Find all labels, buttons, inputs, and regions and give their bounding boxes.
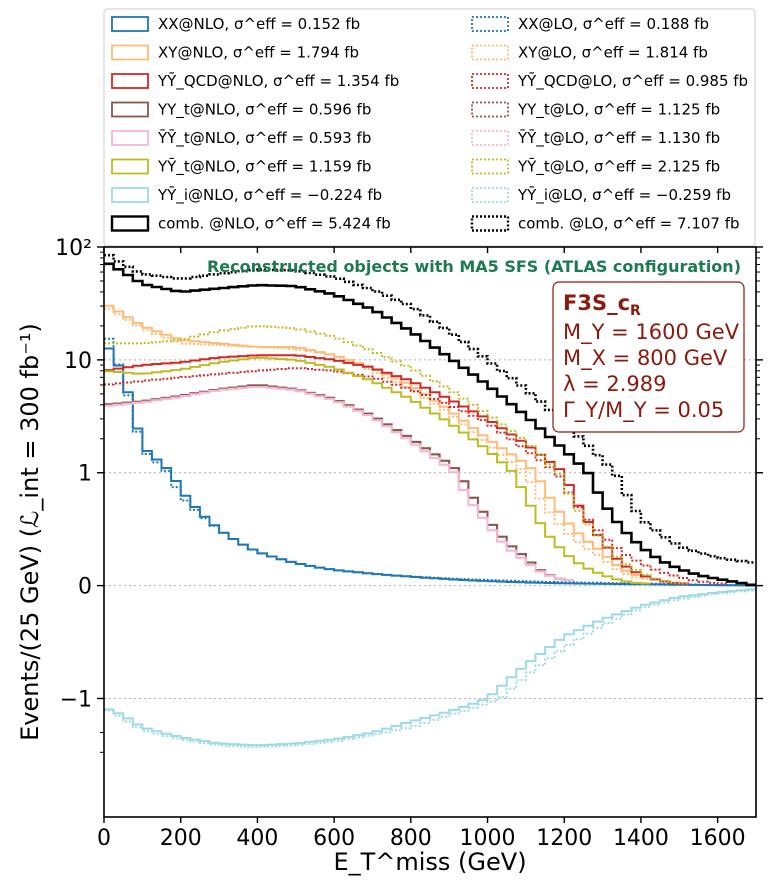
legend-label: YȲ_i@NLO, σ^eff = −0.224 fb [157, 186, 382, 205]
gridlines [104, 359, 756, 699]
y-tick-label: 0 [78, 575, 92, 600]
legend-swatch [471, 44, 509, 61]
legend-swatch [471, 101, 509, 118]
legend-swatch [111, 16, 149, 32]
legend: XX@NLO, σ^eff = 0.152 fb XX@LO, σ^eff = 0… [110, 15, 748, 233]
x-tick-label: 600 [313, 826, 355, 851]
legend-label: YY_t@NLO, σ^eff = 0.596 fb [157, 101, 371, 120]
legend-swatch [111, 44, 149, 61]
series-line [104, 262, 756, 587]
x-tick-label: 400 [236, 826, 278, 851]
series-line [104, 253, 756, 564]
legend-swatch [471, 187, 509, 203]
legend-label: YY_t@LO, σ^eff = 1.125 fb [517, 101, 720, 120]
y-axis-title: Events/(25 GeV) (ℒ_int = 300 fb⁻¹) [16, 323, 44, 741]
x-axis-title: E_T^miss (GeV) [333, 848, 526, 876]
y-tick-label: 10² [55, 236, 92, 261]
legend-swatch [111, 187, 149, 203]
legend-label: YȲ_QCD@NLO, σ^eff = 1.354 fb [157, 72, 399, 91]
legend-box [103, 8, 756, 247]
annotation-title-main: F3S_c [563, 291, 630, 315]
legend-label: XY@NLO, σ^eff = 1.794 fb [158, 44, 359, 62]
legend-swatch [471, 158, 509, 175]
annotation-line-width: Γ_Y/M_Y = 0.05 [563, 398, 724, 423]
x-tick-label: 1600 [690, 826, 746, 851]
legend-swatch [110, 215, 150, 232]
legend-swatch [471, 16, 509, 32]
annotation-line-my: M_Y = 1600 GeV [563, 320, 740, 345]
series-line [104, 589, 756, 748]
series-line [104, 386, 574, 581]
x-tick-label: 1400 [613, 826, 669, 851]
legend-label: YȲ_QCD@LO, σ^eff = 0.985 fb [517, 72, 748, 91]
y-tick-label: −1 [60, 687, 92, 712]
legend-label: YȲ_i@LO, σ^eff = −0.259 fb [517, 186, 731, 205]
x-tick-label: 800 [390, 826, 432, 851]
series-line [104, 325, 689, 585]
legend-swatch [471, 73, 509, 89]
legend-swatch [471, 130, 509, 146]
series-line [104, 356, 651, 585]
axis-ticks: 0 200 400 600 800 1000 1200 1400 1600 −1 0 1 10 10² [55, 236, 763, 851]
legend-label: ȲȲ_t@NLO, σ^eff = 0.593 fb [157, 129, 371, 148]
legend-label: YȲ_t@LO, σ^eff = 2.125 fb [517, 158, 720, 177]
series [104, 253, 756, 748]
series-line [104, 337, 756, 587]
legend-swatch [470, 215, 510, 232]
y-tick-label: 10 [64, 349, 92, 374]
legend-label: XX@LO, σ^eff = 0.188 fb [518, 15, 709, 33]
annotation-title-sub: R [630, 303, 641, 319]
series-line [104, 588, 756, 747]
legend-label: XX@NLO, σ^eff = 0.152 fb [158, 15, 360, 33]
x-tick-label: 200 [160, 826, 202, 851]
legend-swatch [111, 101, 149, 118]
chart-subtitle: Reconstructed objects with MA5 SFS (ATLA… [207, 257, 741, 276]
legend-swatch [111, 130, 149, 146]
x-tick-label: 1000 [460, 826, 516, 851]
legend-label: comb. @LO, σ^eff = 7.107 fb [518, 215, 740, 233]
series-line [104, 304, 651, 578]
legend-label: YȲ_t@NLO, σ^eff = 1.159 fb [157, 158, 371, 177]
legend-label: comb. @NLO, σ^eff = 5.424 fb [158, 215, 391, 233]
y-tick-label: 1 [78, 462, 92, 487]
annotation-line-lambda: λ = 2.989 [563, 372, 667, 396]
x-tick-label: 0 [97, 826, 111, 851]
plot-frame [103, 246, 757, 818]
legend-swatch [111, 158, 149, 175]
legend-label: ȲȲ_t@LO, σ^eff = 1.130 fb [517, 129, 720, 148]
annotation-box [552, 281, 745, 433]
x-tick-label: 1200 [536, 826, 592, 851]
annotation-line-mx: M_X = 800 GeV [563, 346, 728, 371]
annotation-title: F3S_cR [563, 291, 641, 319]
legend-swatch [111, 73, 149, 89]
series-line [104, 307, 651, 580]
series-line [104, 354, 689, 585]
legend-label: XY@LO, σ^eff = 1.814 fb [518, 44, 708, 62]
